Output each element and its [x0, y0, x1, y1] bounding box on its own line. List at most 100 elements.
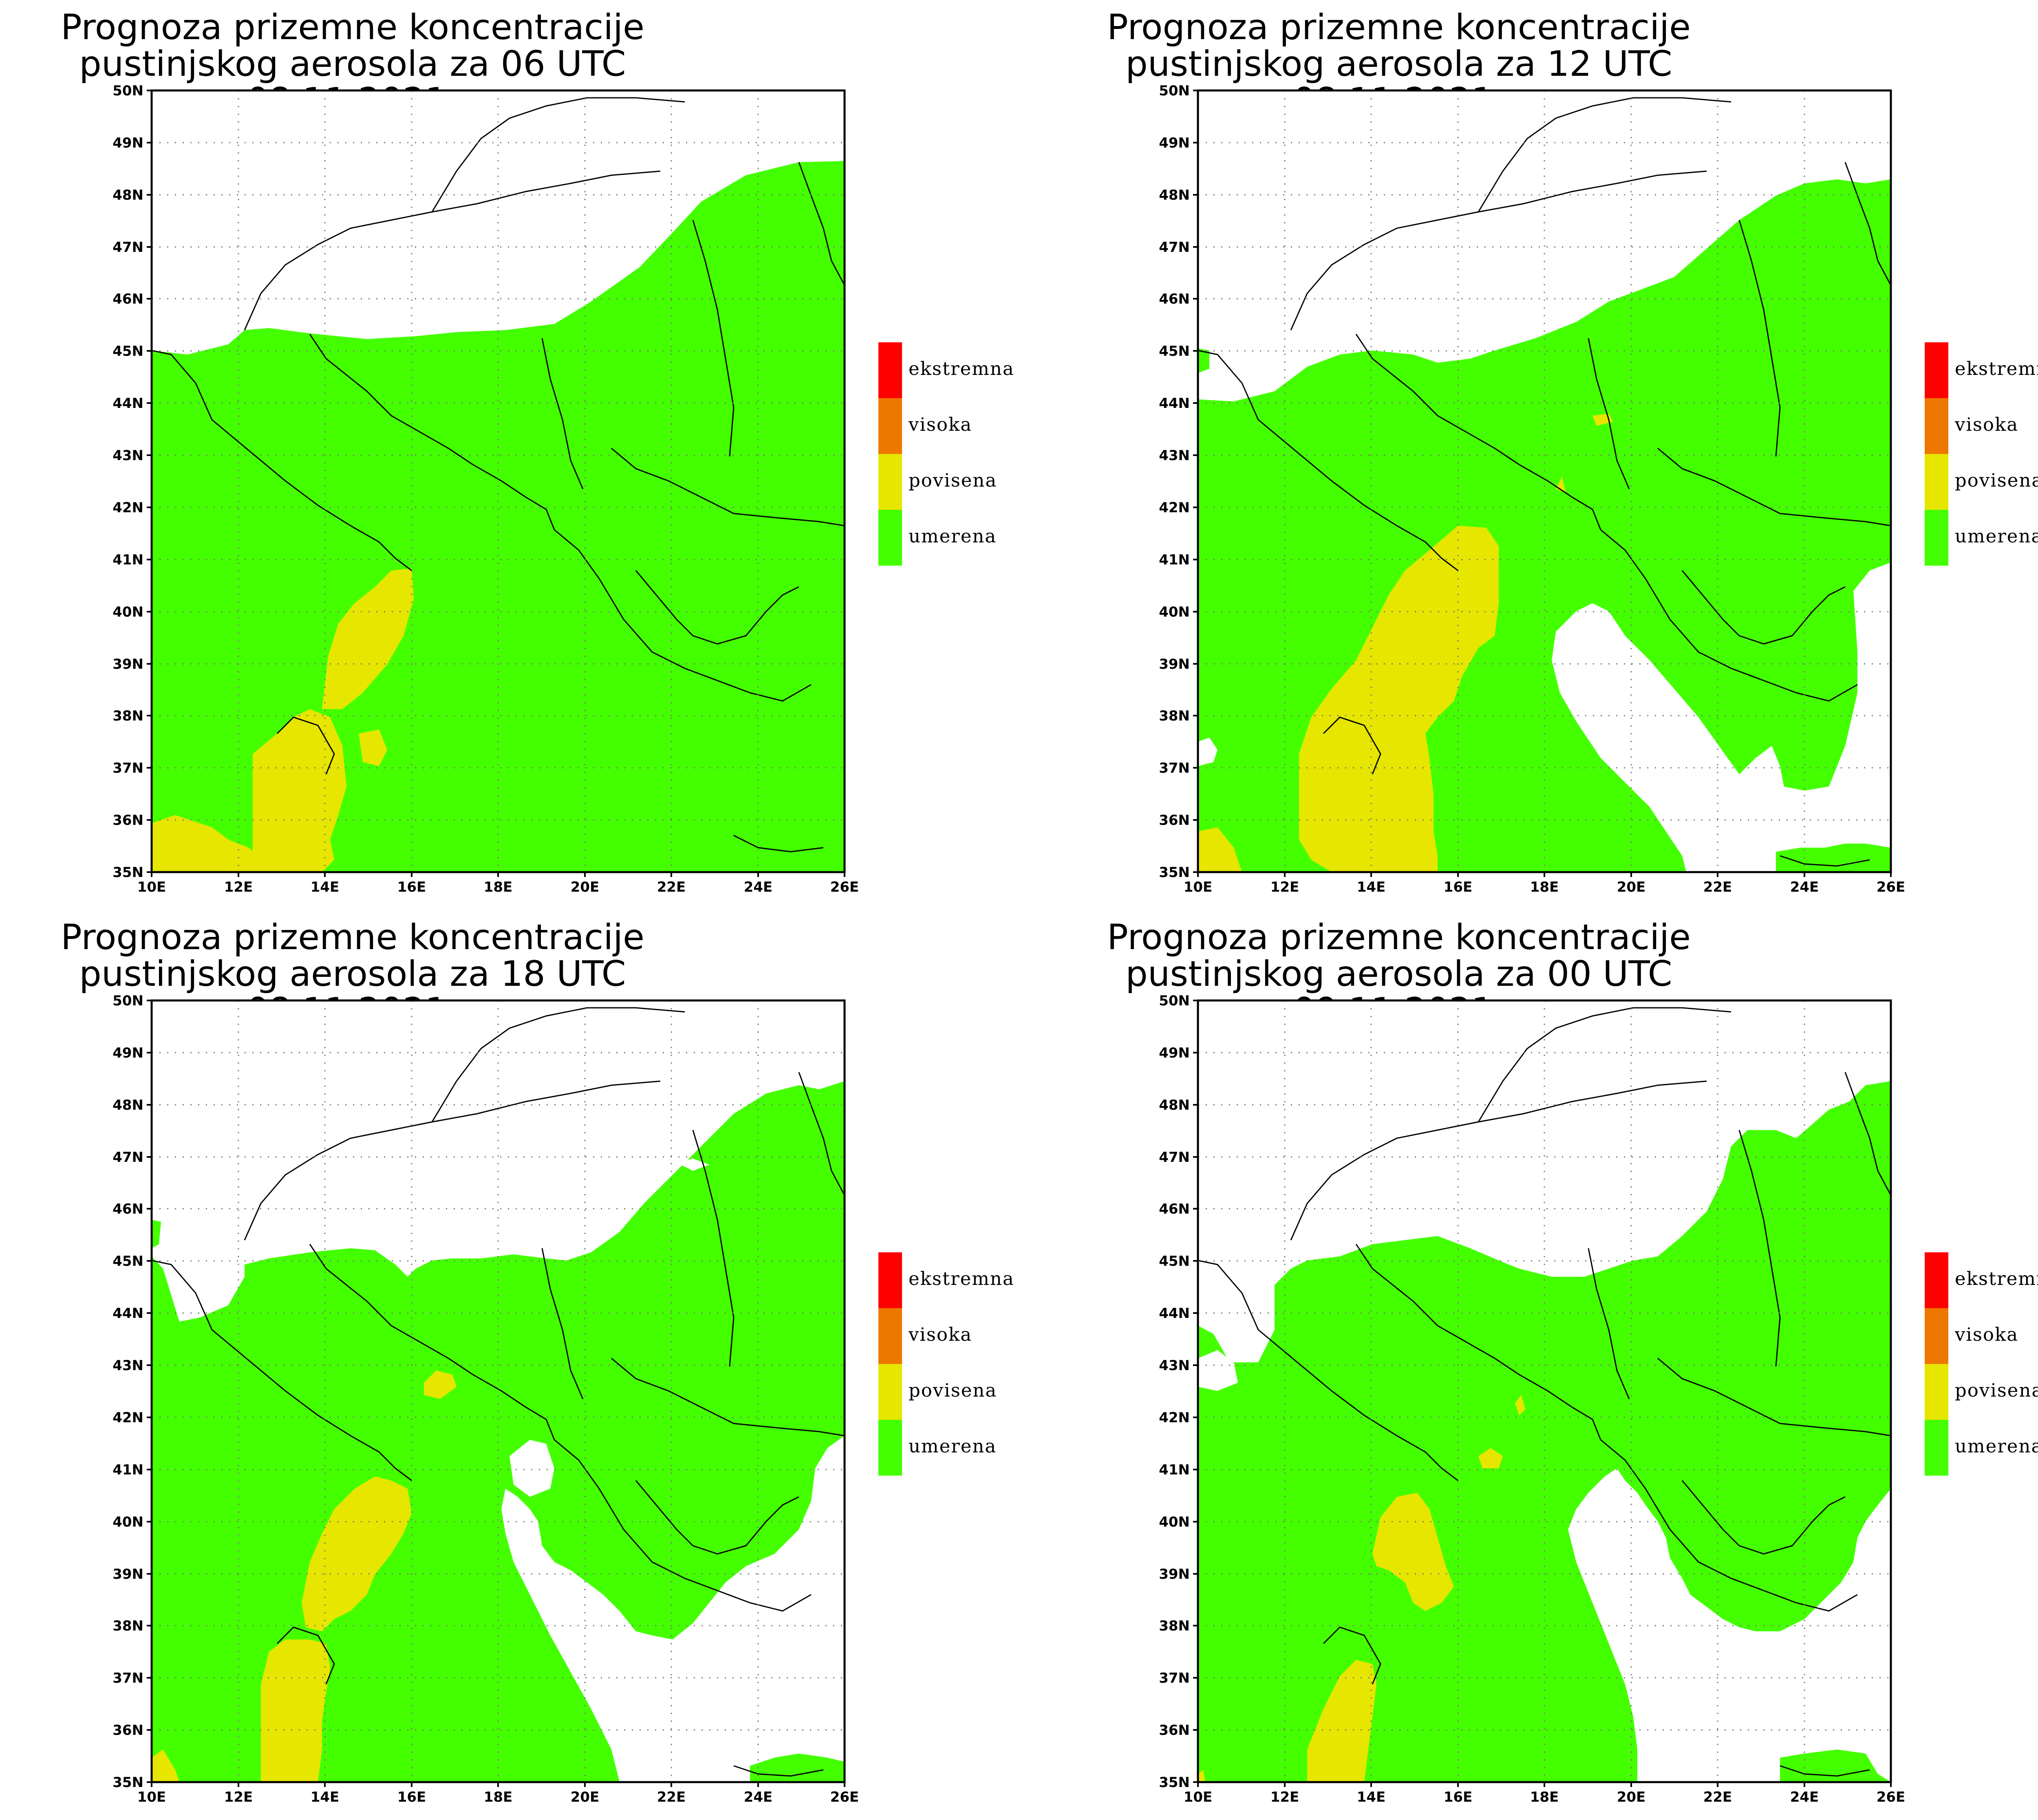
title-line-1: Prognoza prizemne koncentracije — [60, 7, 645, 48]
lat-label: 45N — [112, 1253, 143, 1269]
lat-label: 43N — [1159, 447, 1190, 464]
lat-label: 50N — [1159, 83, 1190, 99]
dust-elevated-area — [1198, 414, 1613, 872]
lat-label: 48N — [1159, 187, 1190, 203]
legend-label: visoka — [1955, 414, 2019, 435]
lon-tick-labels: 10E 12E 14E 16E 18E 20E 22E 24E 26E — [1184, 1789, 1906, 1805]
forecast-map: 50N 49N 48N 47N 46N 45N 44N 43N 42N 41N … — [112, 993, 859, 1805]
legend-swatch-ekstremna — [878, 1252, 902, 1308]
legend-label: povisena — [1955, 1379, 2038, 1401]
lon-label: 16E — [397, 1789, 426, 1805]
lat-label: 45N — [1159, 1253, 1190, 1269]
dust-elevated-area — [152, 1371, 457, 1782]
lon-label: 18E — [1530, 1789, 1559, 1805]
lon-label: 26E — [830, 1789, 859, 1805]
lat-label: 48N — [112, 187, 143, 203]
lat-label: 44N — [112, 395, 143, 412]
lat-label: 41N — [112, 552, 143, 568]
lat-label: 37N — [112, 1670, 143, 1686]
lon-label: 10E — [1184, 1789, 1213, 1805]
map-grid — [152, 90, 845, 872]
lat-label: 41N — [1159, 552, 1190, 568]
lon-label: 16E — [1444, 879, 1473, 895]
lon-label: 26E — [1877, 1789, 1906, 1805]
lon-label: 12E — [1270, 879, 1299, 895]
legend-swatch-umerena — [878, 510, 902, 566]
lat-label: 42N — [112, 500, 143, 516]
lon-label: 24E — [744, 879, 773, 895]
forecast-map: 50N 49N 48N 47N 46N 45N 44N 43N 42N 41N … — [1159, 83, 1906, 895]
concentration-legend: ekstremna visoka povisena umerena — [878, 1252, 1041, 1481]
lon-tick-labels: 10E 12E 14E 16E 18E 20E 22E 24E 26E — [137, 879, 859, 895]
lat-label: 35N — [112, 1774, 143, 1791]
legend-swatch-umerena — [878, 1420, 902, 1476]
lon-label: 14E — [311, 879, 340, 895]
lat-label: 49N — [112, 135, 143, 151]
map-grid — [1198, 1000, 1891, 1782]
map-grid — [1198, 90, 1891, 872]
lat-label: 45N — [112, 343, 143, 359]
legend-swatch-povisena — [878, 1364, 902, 1420]
legend-swatch-ekstremna — [878, 342, 902, 398]
lon-label: 20E — [571, 1789, 600, 1805]
lat-label: 43N — [112, 447, 143, 464]
map-ticks — [1193, 90, 1892, 877]
lat-tick-labels: 50N 49N 48N 47N 46N 45N 44N 43N 42N 41N … — [1159, 993, 1190, 1791]
lat-label: 39N — [112, 656, 143, 672]
lon-tick-labels: 10E 12E 14E 16E 18E 20E 22E 24E 26E — [137, 1789, 859, 1805]
map-ticks — [147, 1000, 845, 1787]
lat-label: 39N — [1159, 1566, 1190, 1582]
lat-label: 40N — [112, 604, 143, 620]
lat-tick-labels: 50N 49N 48N 47N 46N 45N 44N 43N 42N 41N … — [112, 83, 143, 881]
lat-label: 44N — [112, 1305, 143, 1322]
lat-label: 46N — [1159, 291, 1190, 307]
lat-label: 47N — [1159, 1149, 1190, 1166]
dust-moderate-gaps — [1198, 738, 1218, 766]
legend-label: umerena — [909, 525, 997, 547]
lat-label: 35N — [1159, 864, 1190, 881]
lon-label: 12E — [224, 1789, 253, 1805]
lat-label: 39N — [1159, 656, 1190, 672]
legend-swatch-umerena — [1925, 510, 1948, 566]
lat-label: 44N — [1159, 395, 1190, 412]
lat-label: 38N — [1159, 708, 1190, 724]
lat-label: 44N — [1159, 1305, 1190, 1322]
dust-elevated-area — [152, 568, 414, 872]
dust-moderate-gaps — [1198, 1350, 1238, 1391]
lat-label: 37N — [1159, 1670, 1190, 1686]
coastlines-borders — [1198, 1007, 1892, 1777]
lat-label: 37N — [1159, 760, 1190, 776]
lon-label: 24E — [1790, 879, 1819, 895]
lon-label: 24E — [744, 1789, 773, 1805]
lat-label: 49N — [1159, 135, 1190, 151]
dust-moderate-gaps — [510, 1159, 709, 1497]
map-ticks — [147, 90, 845, 877]
lon-label: 22E — [1703, 1789, 1732, 1805]
legend-label: ekstremna — [909, 1268, 1015, 1289]
lat-label: 42N — [112, 1410, 143, 1426]
lat-label: 43N — [1159, 1357, 1190, 1374]
lat-label: 40N — [112, 1514, 143, 1530]
lat-label: 50N — [1159, 993, 1190, 1009]
lon-tick-labels: 10E 12E 14E 16E 18E 20E 22E 24E 26E — [1184, 879, 1906, 895]
legend-swatch-ekstremna — [1925, 342, 1948, 398]
lat-label: 41N — [112, 1462, 143, 1478]
legend-swatch-visoka — [1925, 1308, 1948, 1364]
lon-label: 16E — [1444, 1789, 1473, 1805]
lat-label: 41N — [1159, 1462, 1190, 1478]
lon-label: 18E — [1530, 879, 1559, 895]
forecast-map: 50N 49N 48N 47N 46N 45N 44N 43N 42N 41N … — [112, 83, 859, 895]
forecast-map: 50N 49N 48N 47N 46N 45N 44N 43N 42N 41N … — [1159, 993, 1906, 1805]
lat-label: 40N — [1159, 604, 1190, 620]
map-ticks — [1193, 1000, 1892, 1787]
legend-swatch-visoka — [878, 398, 902, 454]
coastlines-borders — [1198, 97, 1892, 867]
lon-label: 22E — [1703, 879, 1732, 895]
lat-label: 46N — [112, 291, 143, 307]
lon-label: 12E — [224, 879, 253, 895]
lon-label: 14E — [311, 1789, 340, 1805]
concentration-legend: ekstremna visoka povisena umerena — [878, 342, 1041, 571]
lat-label: 38N — [1159, 1618, 1190, 1634]
lat-label: 35N — [1159, 1774, 1190, 1791]
legend-swatch-povisena — [1925, 454, 1948, 510]
